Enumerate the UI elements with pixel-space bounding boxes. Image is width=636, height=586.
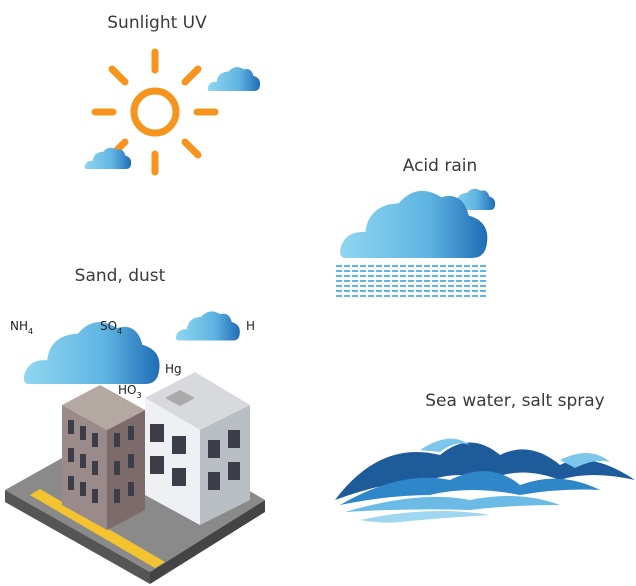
- cloud: [176, 311, 240, 340]
- cloud: [208, 67, 260, 91]
- label-sea-water: Sea water, salt spray: [425, 391, 605, 411]
- pollutant: NH4: [10, 319, 33, 336]
- label-sand-dust: Sand, dust: [75, 266, 166, 286]
- label-acid-rain: Acid rain: [403, 156, 478, 176]
- city-illustration: [5, 372, 265, 584]
- pollutant: Hg: [165, 362, 182, 376]
- infographic: Sunlight UV Acid rain Sand, dust NH4 SO4…: [0, 0, 636, 586]
- rain: [334, 262, 486, 298]
- pollutant: H: [246, 319, 255, 333]
- cloud: [85, 148, 131, 169]
- dust-cloud: [24, 322, 160, 384]
- waves-illustration: [335, 439, 635, 523]
- label-sunlight: Sunlight UV: [107, 13, 207, 33]
